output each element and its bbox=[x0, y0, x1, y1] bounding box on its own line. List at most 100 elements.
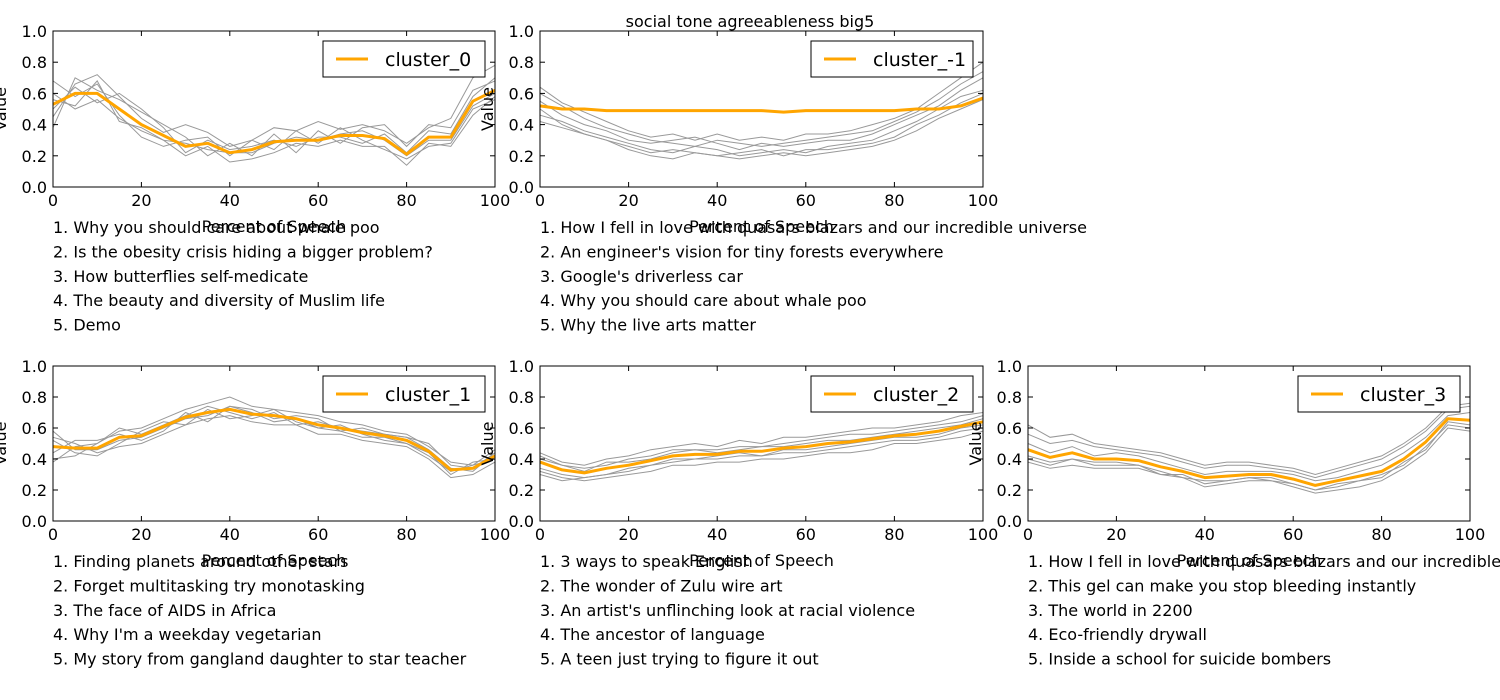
figure-title: social tone agreeableness big5 bbox=[626, 12, 875, 31]
y-axis-label: Value bbox=[478, 422, 497, 466]
sample-line bbox=[1027, 427, 1471, 494]
top-talk-item: 4. The beauty and diversity of Muslim li… bbox=[53, 291, 385, 310]
x-tick-label: 0 bbox=[1023, 525, 1033, 544]
top-talk-item: 2. Is the obesity crisis hiding a bigger… bbox=[53, 242, 433, 261]
sample-line bbox=[539, 89, 984, 157]
x-tick-label: 0 bbox=[48, 191, 58, 210]
x-tick-label: 80 bbox=[884, 525, 904, 544]
x-tick-label: 20 bbox=[618, 525, 638, 544]
legend-label: cluster_1 bbox=[385, 384, 471, 406]
y-tick-label: 0.4 bbox=[22, 116, 47, 135]
sample-line bbox=[52, 405, 496, 472]
y-axis-label: Value bbox=[966, 422, 985, 466]
top-talk-item: 1. 3 ways to speak English bbox=[540, 552, 753, 571]
y-tick-label: 0.6 bbox=[509, 419, 534, 438]
sample-line bbox=[52, 80, 496, 160]
panel-cluster_1: 0 20 40 60 80 100 0.0 0.2 0.4 0.6 0.8 1.0 Percent of… bbox=[0, 357, 510, 669]
y-tick-label: 0.2 bbox=[509, 147, 534, 166]
top-talk-item: 2. This gel can make you stop bleeding i… bbox=[1028, 576, 1416, 595]
top-talk-item: 3. An artist's unflinching look at racia… bbox=[540, 601, 915, 620]
x-tick-label: 40 bbox=[707, 525, 727, 544]
sample-line bbox=[539, 424, 984, 482]
top-talk-item: 5. Inside a school for suicide bombers bbox=[1028, 650, 1331, 669]
top-talk-item: 3. How butterflies self-medicate bbox=[53, 267, 308, 286]
x-tick-label: 60 bbox=[308, 191, 328, 210]
x-tick-label: 100 bbox=[1455, 525, 1486, 544]
x-tick-label: 80 bbox=[396, 525, 416, 544]
top-talk-item: 5. Why the live arts matter bbox=[540, 316, 756, 335]
x-tick-label: 0 bbox=[535, 525, 545, 544]
legend-label: cluster_-1 bbox=[873, 49, 966, 71]
sample-line bbox=[539, 418, 984, 472]
y-tick-label: 1.0 bbox=[22, 22, 47, 41]
y-tick-label: 0.0 bbox=[22, 512, 47, 531]
legend-label: cluster_2 bbox=[873, 384, 959, 406]
y-tick-label: 0.8 bbox=[22, 388, 47, 407]
top-talk-item: 4. The ancestor of language bbox=[540, 625, 765, 644]
x-tick-label: 80 bbox=[396, 191, 416, 210]
x-axis-label: Percent of Speech bbox=[1177, 551, 1322, 570]
top-talk-item: 3. The world in 2200 bbox=[1028, 601, 1193, 620]
x-axis-label: Percent of Speech bbox=[689, 551, 834, 570]
panel-cluster_0: 0 20 40 60 80 100 0.0 0.2 0.4 0.6 0.8 1.0 Percent of… bbox=[0, 22, 510, 335]
axes-frame bbox=[52, 365, 496, 522]
top-talk-item: 2. Forget multitasking try monotasking bbox=[53, 576, 365, 595]
sample-line bbox=[52, 405, 496, 469]
x-tick-label: 40 bbox=[1195, 525, 1215, 544]
y-tick-label: 0.8 bbox=[22, 53, 47, 72]
x-tick-label: 100 bbox=[480, 191, 511, 210]
y-tick-label: 0.0 bbox=[22, 178, 47, 197]
y-tick-label: 0.0 bbox=[509, 178, 534, 197]
y-tick-label: 0.8 bbox=[997, 388, 1022, 407]
y-tick-label: 0.4 bbox=[509, 450, 534, 469]
top-talk-item: 1. How I fell in love with quasars blaza… bbox=[540, 218, 1087, 237]
x-axis-label: Percent of Speech bbox=[202, 217, 347, 236]
sample-line bbox=[539, 430, 984, 482]
top-talk-item: 4. Eco-friendly drywall bbox=[1028, 625, 1207, 644]
y-tick-label: 0.8 bbox=[509, 53, 534, 72]
x-tick-label: 60 bbox=[1283, 525, 1303, 544]
top-talk-item: 4. Why I'm a weekday vegetarian bbox=[53, 625, 321, 644]
x-tick-label: 100 bbox=[480, 525, 511, 544]
cluster-mean-line bbox=[539, 420, 984, 475]
cluster-mean-line bbox=[52, 88, 496, 156]
y-tick-label: 0.2 bbox=[22, 147, 47, 166]
y-tick-label: 0.8 bbox=[509, 388, 534, 407]
y-tick-label: 0.2 bbox=[22, 481, 47, 500]
sample-line bbox=[539, 415, 984, 469]
y-tick-label: 1.0 bbox=[22, 357, 47, 376]
x-tick-label: 60 bbox=[308, 525, 328, 544]
sample-line bbox=[52, 77, 496, 157]
y-tick-label: 1.0 bbox=[997, 357, 1022, 376]
cluster-mean-line bbox=[539, 96, 984, 114]
y-tick-label: 0.0 bbox=[509, 512, 534, 531]
y-tick-label: 0.6 bbox=[22, 84, 47, 103]
sample-line bbox=[539, 71, 984, 147]
y-axis-label: Value bbox=[0, 87, 10, 131]
top-talk-item: 4. Why you should care about whale poo bbox=[540, 291, 867, 310]
sample-line bbox=[1027, 405, 1471, 479]
top-talk-item: 1. How I fell in love with quasars blaza… bbox=[1028, 552, 1500, 571]
sample-line bbox=[52, 77, 496, 154]
x-tick-label: 0 bbox=[535, 191, 545, 210]
top-talk-item: 5. A teen just trying to figure it out bbox=[540, 650, 819, 669]
y-tick-label: 0.6 bbox=[22, 419, 47, 438]
y-axis-label: Value bbox=[478, 87, 497, 131]
top-talk-item: 2. The wonder of Zulu wire art bbox=[540, 576, 783, 595]
legend-label: cluster_0 bbox=[385, 49, 471, 71]
y-tick-label: 0.6 bbox=[997, 419, 1022, 438]
axes-frame bbox=[539, 365, 984, 522]
legend-label: cluster_3 bbox=[1360, 384, 1446, 406]
top-talk-item: 1. Why you should care about whale poo bbox=[53, 218, 380, 237]
sample-line bbox=[52, 415, 496, 479]
top-talk-item: 5. Demo bbox=[53, 316, 121, 335]
x-axis-label: Percent of Speech bbox=[689, 217, 834, 236]
x-tick-label: 80 bbox=[1371, 525, 1391, 544]
y-tick-label: 0.6 bbox=[509, 84, 534, 103]
sample-line bbox=[1027, 402, 1471, 476]
x-tick-label: 0 bbox=[48, 525, 58, 544]
y-axis-label: Value bbox=[0, 422, 10, 466]
y-tick-label: 0.2 bbox=[509, 481, 534, 500]
